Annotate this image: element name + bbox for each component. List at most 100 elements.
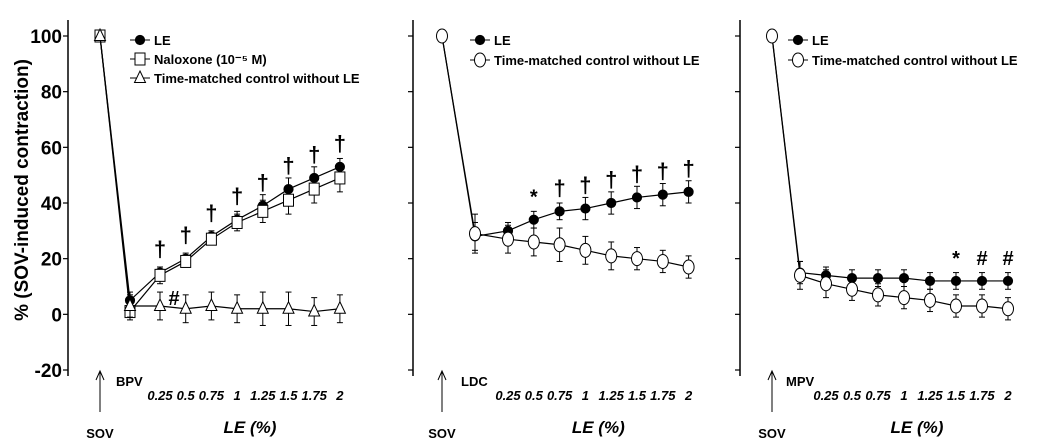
legend-marker [792, 34, 804, 46]
data-point [682, 259, 695, 275]
legend-item: Time-matched control without LE [470, 52, 700, 68]
stimulus-label: SOV [758, 426, 786, 441]
data-point [308, 182, 320, 196]
significance-marker: † [205, 200, 217, 225]
x-tick-label: 1.25 [250, 388, 276, 403]
x-tick-label: 1.25 [599, 388, 625, 403]
data-point [436, 28, 448, 44]
data-point [976, 275, 988, 287]
x-axis-label: LE (%) [891, 418, 944, 437]
series-line [441, 35, 689, 268]
data-point [924, 275, 936, 287]
data-point [283, 193, 294, 207]
legend-label: LE [154, 33, 171, 48]
data-point [230, 300, 244, 314]
x-tick-label: 0.25 [495, 388, 521, 403]
data-point [469, 226, 481, 242]
stimulus-arrowhead [767, 369, 777, 381]
series-2 [766, 28, 1014, 321]
data-point [606, 197, 617, 209]
data-point [580, 203, 591, 214]
significance-marker: † [282, 153, 294, 178]
data-point [527, 234, 540, 250]
significance-marker: # [1002, 248, 1013, 270]
data-point [1002, 301, 1014, 317]
data-point [846, 281, 858, 297]
data-point [231, 215, 243, 229]
x-tick-label: 1 [900, 388, 907, 403]
series-3 [93, 27, 347, 326]
data-point [205, 232, 217, 246]
legend-marker [474, 34, 486, 46]
data-point [553, 237, 566, 253]
baseline-label: BPV [116, 374, 143, 389]
legend-item: Time-matched control without LE [130, 69, 360, 86]
y-tick-label: 40 [41, 194, 62, 215]
significance-marker: † [334, 131, 346, 156]
data-point [950, 275, 962, 287]
panel-1: -20 0 20 40 60 80 100 BPV 0.25 0.5 0.75 1 1.25 1.5 1.7… [30, 20, 360, 441]
data-point [605, 248, 618, 264]
series-2 [436, 28, 695, 279]
data-point [1002, 275, 1014, 287]
panel-2: LDC 0.25 0.5 0.75 1 1.25 1.5 1.75 2 LE (%) SOV * † † †… [408, 20, 700, 441]
data-point [657, 189, 668, 200]
data-point [898, 290, 910, 306]
data-point [282, 300, 295, 314]
legend-item: Time-matched control without LE [788, 52, 1018, 68]
significance-marker: † [657, 159, 669, 184]
legend-label: LE [812, 33, 829, 48]
significance-marker: # [168, 288, 179, 310]
x-tick-label: 1.75 [650, 388, 676, 403]
data-point [656, 253, 669, 269]
stimulus-arrowhead [95, 369, 105, 381]
x-tick-label: 0.25 [813, 388, 839, 403]
x-tick-label: 0.75 [199, 388, 225, 403]
x-tick-label: 1.5 [628, 388, 647, 403]
legend-marker [134, 52, 146, 66]
data-point [950, 298, 962, 314]
baseline-label: MPV [786, 374, 815, 389]
stimulus-label: SOV [428, 426, 456, 441]
data-point [683, 186, 694, 197]
significance-marker: † [631, 161, 643, 186]
x-tick-label: 0.25 [147, 388, 173, 403]
x-tick-label: 1 [582, 388, 589, 403]
significance-marker: † [605, 167, 617, 192]
x-axis-label: LE (%) [572, 418, 625, 437]
series-line [99, 35, 341, 302]
x-tick-label: 1.75 [302, 388, 328, 403]
data-point [257, 204, 269, 218]
data-point [631, 251, 643, 267]
significance-marker: † [579, 173, 591, 198]
x-tick-label: 1.5 [279, 388, 298, 403]
data-point [334, 171, 346, 185]
significance-marker: † [682, 156, 694, 181]
x-tick-label: 2 [684, 388, 693, 403]
legend-item: LE [130, 33, 171, 48]
significance-marker: † [154, 237, 166, 262]
y-tick-label: -20 [35, 361, 62, 382]
series-line [771, 35, 1008, 282]
data-point [154, 268, 166, 282]
data-point [205, 297, 218, 311]
x-tick-label: 0.5 [843, 388, 862, 403]
data-point [820, 276, 832, 292]
x-tick-label: 0.5 [177, 388, 196, 403]
data-point [333, 300, 347, 314]
series-line [99, 35, 341, 314]
data-point [307, 303, 321, 317]
stimulus-arrowhead [437, 369, 447, 381]
data-point [256, 300, 270, 314]
x-tick-label: 1.5 [947, 388, 966, 403]
legend-marker [792, 52, 804, 68]
significance-marker: † [257, 170, 269, 195]
legend-label: Time-matched control without LE [154, 71, 360, 86]
data-point [794, 267, 806, 283]
significance-marker: † [231, 184, 243, 209]
x-tick-label: 1.25 [917, 388, 943, 403]
y-tick-label: 100 [30, 27, 62, 48]
series-line [99, 35, 340, 313]
